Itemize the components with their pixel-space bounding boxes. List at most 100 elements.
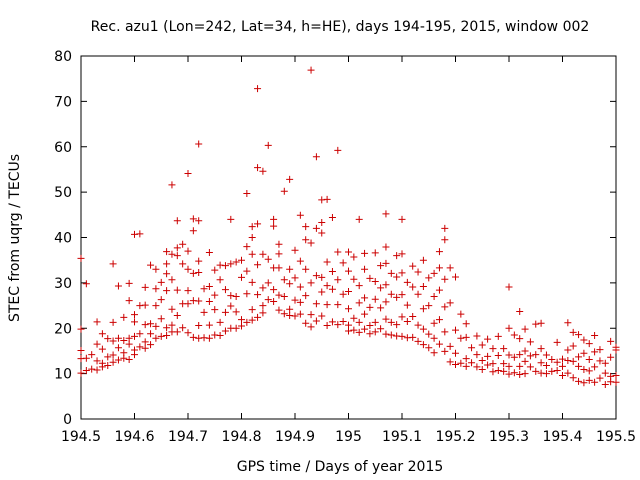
data-point <box>152 322 160 330</box>
data-point <box>248 223 256 231</box>
y-axis-title: STEC from uqrg / TECUs <box>7 154 23 322</box>
x-tick-label: 194.6 <box>114 429 154 445</box>
data-point <box>323 301 331 309</box>
data-point <box>516 335 524 343</box>
data-point <box>189 333 197 341</box>
data-point <box>548 367 556 375</box>
data-point <box>211 306 219 314</box>
data-point <box>302 265 310 273</box>
data-point <box>430 292 438 300</box>
data-point <box>275 250 283 258</box>
data-point <box>163 260 171 268</box>
data-point <box>430 349 438 357</box>
data-point <box>478 366 486 374</box>
data-point <box>414 321 422 329</box>
data-point <box>275 240 283 248</box>
data-point <box>430 334 438 342</box>
data-point <box>184 329 192 337</box>
data-point <box>264 141 272 149</box>
data-point <box>109 337 117 345</box>
data-point <box>131 351 138 359</box>
data-point <box>446 299 454 307</box>
data-point <box>355 215 363 223</box>
data-point <box>510 331 518 339</box>
data-point <box>173 252 181 260</box>
data-point <box>189 215 197 223</box>
data-point <box>77 346 85 354</box>
x-tick-label: 194.5 <box>61 429 101 445</box>
data-point <box>302 236 310 244</box>
data-point <box>216 318 224 326</box>
data-point <box>291 296 299 304</box>
data-point <box>120 313 128 321</box>
data-point <box>419 283 427 291</box>
data-point <box>141 338 149 346</box>
data-point <box>382 210 390 218</box>
data-point <box>377 284 385 292</box>
data-point <box>259 250 267 258</box>
data-point <box>168 250 176 258</box>
data-point <box>462 355 470 363</box>
data-point <box>414 337 422 345</box>
data-point <box>131 318 138 326</box>
data-point <box>168 321 176 329</box>
data-point <box>221 308 229 316</box>
data-point <box>334 301 342 309</box>
data-point <box>607 337 615 345</box>
data-point <box>205 297 213 305</box>
data-point <box>569 328 577 336</box>
data-point <box>307 323 315 331</box>
data-point <box>526 352 534 360</box>
data-point <box>489 345 497 353</box>
data-point <box>131 311 138 319</box>
data-point <box>141 344 149 352</box>
data-point <box>398 313 406 321</box>
data-point <box>537 319 545 327</box>
data-point <box>254 164 262 172</box>
data-point <box>195 257 203 265</box>
data-point <box>211 266 219 274</box>
data-point <box>580 379 588 387</box>
data-point <box>200 308 208 316</box>
data-point <box>328 285 336 293</box>
data-point <box>435 248 443 256</box>
data-point <box>478 356 486 364</box>
data-point <box>152 302 160 310</box>
data-point <box>259 284 267 292</box>
data-point <box>131 332 138 340</box>
data-point <box>569 342 577 350</box>
data-point <box>109 351 117 359</box>
data-point <box>580 349 588 357</box>
data-point <box>542 370 550 378</box>
data-point <box>286 175 294 183</box>
x-tick-label: 194.8 <box>221 429 261 445</box>
data-point <box>435 264 443 272</box>
data-point <box>591 378 599 386</box>
data-point <box>377 304 385 312</box>
data-point <box>601 369 609 377</box>
x-tick-label: 195.4 <box>542 429 582 445</box>
data-point <box>302 319 310 327</box>
data-point <box>505 370 513 378</box>
data-point <box>243 243 251 251</box>
data-point <box>98 330 106 338</box>
data-point <box>147 341 155 349</box>
data-point <box>280 276 288 284</box>
data-point <box>419 341 427 349</box>
data-point <box>446 358 454 366</box>
data-point <box>521 325 529 333</box>
data-point <box>553 358 561 366</box>
data-points <box>77 66 620 389</box>
data-point <box>366 330 374 338</box>
data-point <box>248 234 256 241</box>
data-point <box>323 195 331 203</box>
data-point <box>345 267 352 275</box>
data-point <box>553 338 561 346</box>
data-point <box>254 313 262 321</box>
data-point <box>345 327 352 335</box>
data-point <box>312 300 320 308</box>
data-point <box>473 351 481 359</box>
data-point <box>387 269 395 277</box>
data-point <box>312 272 320 280</box>
data-point <box>387 318 395 326</box>
